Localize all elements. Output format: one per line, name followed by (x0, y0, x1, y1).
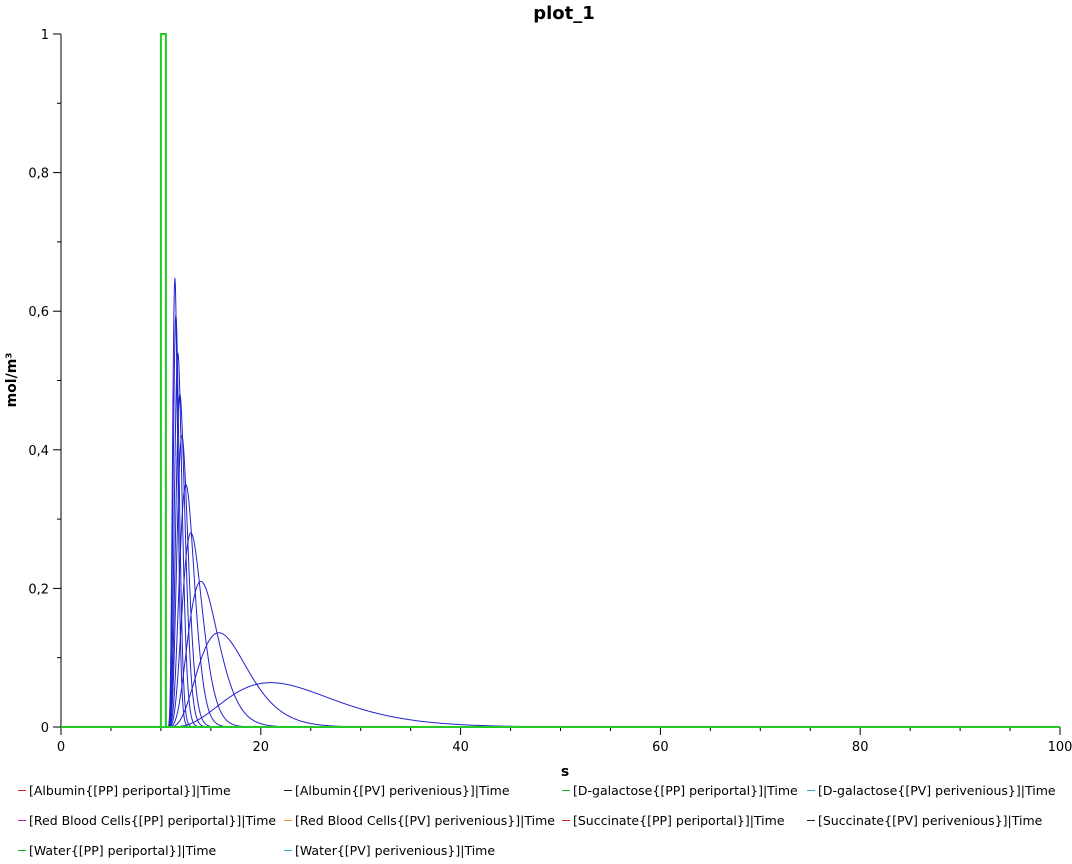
line-chart: plot_1 mol/m³ s 0 20 40 60 80 100 0 0,2 0,4 0,6 0,… (4, 3, 1072, 780)
legend-label: [Water{[PP] periportal}]|Time (29, 843, 217, 858)
y-tick-label: 0 (41, 721, 49, 736)
legend-label: [D-galactose{[PV] perivenious}]|Time (818, 783, 1056, 798)
x-tick-label: 80 (852, 740, 869, 755)
legend-swatch (807, 820, 815, 821)
legend-swatch (18, 820, 26, 821)
legend-swatch (284, 790, 292, 791)
legend-swatch (562, 790, 570, 791)
y-tick-label: 0,8 (28, 167, 49, 182)
x-tick-label: 100 (1048, 740, 1072, 755)
legend-item: [Water{[PV] perivenious}]|Time (284, 843, 495, 858)
legend-label: [Water{[PV] perivenious}]|Time (295, 843, 496, 858)
legend-swatch (284, 820, 292, 821)
legend-label: [Succinate{[PV] perivenious}]|Time (818, 813, 1043, 828)
legend-label: [Red Blood Cells{[PP] periportal}]|Time (29, 813, 277, 828)
x-tick-label: 0 (57, 740, 65, 755)
legend-item: [D-galactose{[PV] perivenious}]|Time (807, 783, 1056, 798)
legend-item: [Albumin{[PP] periportal}]|Time (18, 783, 231, 798)
y-tick-label: 0,2 (28, 582, 49, 597)
concentration-curve-9 (165, 632, 504, 728)
x-axis-title: s (561, 764, 569, 780)
input-pulse-series (159, 33, 167, 727)
y-tick-label: 0,6 (28, 305, 49, 320)
legend-label: [Albumin{[PP] periportal}]|Time (29, 783, 231, 798)
legend-item: [Succinate{[PP] periportal}]|Time (562, 813, 785, 828)
legend-item: [Succinate{[PV] perivenious}]|Time (807, 813, 1042, 828)
x-tick-label: 20 (253, 740, 270, 755)
legend-label: [Red Blood Cells{[PV] perivenious}]|Time (295, 813, 555, 828)
legend-swatch (18, 850, 26, 851)
legend-label: [Succinate{[PP] periportal}]|Time (573, 813, 785, 828)
legend-swatch (562, 820, 570, 821)
legend-swatch (18, 790, 26, 791)
legend-item: [Red Blood Cells{[PP] periportal}]|Time (18, 813, 276, 828)
legend-label: [D-galactose{[PP] periportal}]|Time (573, 783, 798, 798)
series-group (61, 33, 1060, 728)
legend-swatch (284, 850, 292, 851)
axes: 0 20 40 60 80 100 0 0,2 0,4 0,6 0,8 1 (28, 28, 1072, 755)
x-tick-label: 40 (452, 740, 469, 755)
concentration-curve-3 (165, 352, 258, 728)
legend-swatch (807, 790, 815, 791)
y-tick-label: 0,4 (28, 444, 49, 459)
legend-item: [Albumin{[PV] perivenious}]|Time (284, 783, 510, 798)
legend-item: [Red Blood Cells{[PV] perivenious}]|Time (284, 813, 555, 828)
y-tick-label: 1 (41, 28, 49, 43)
x-tick-label: 60 (652, 740, 669, 755)
legend-item: [Water{[PP] periportal}]|Time (18, 843, 216, 858)
concentration-curve-10 (165, 682, 816, 728)
chart-title: plot_1 (533, 3, 595, 24)
y-axis-title: mol/m³ (4, 353, 20, 408)
legend-label: [Albumin{[PV] perivenious}]|Time (295, 783, 510, 798)
legend-item: [D-galactose{[PP] periportal}]|Time (562, 783, 798, 798)
